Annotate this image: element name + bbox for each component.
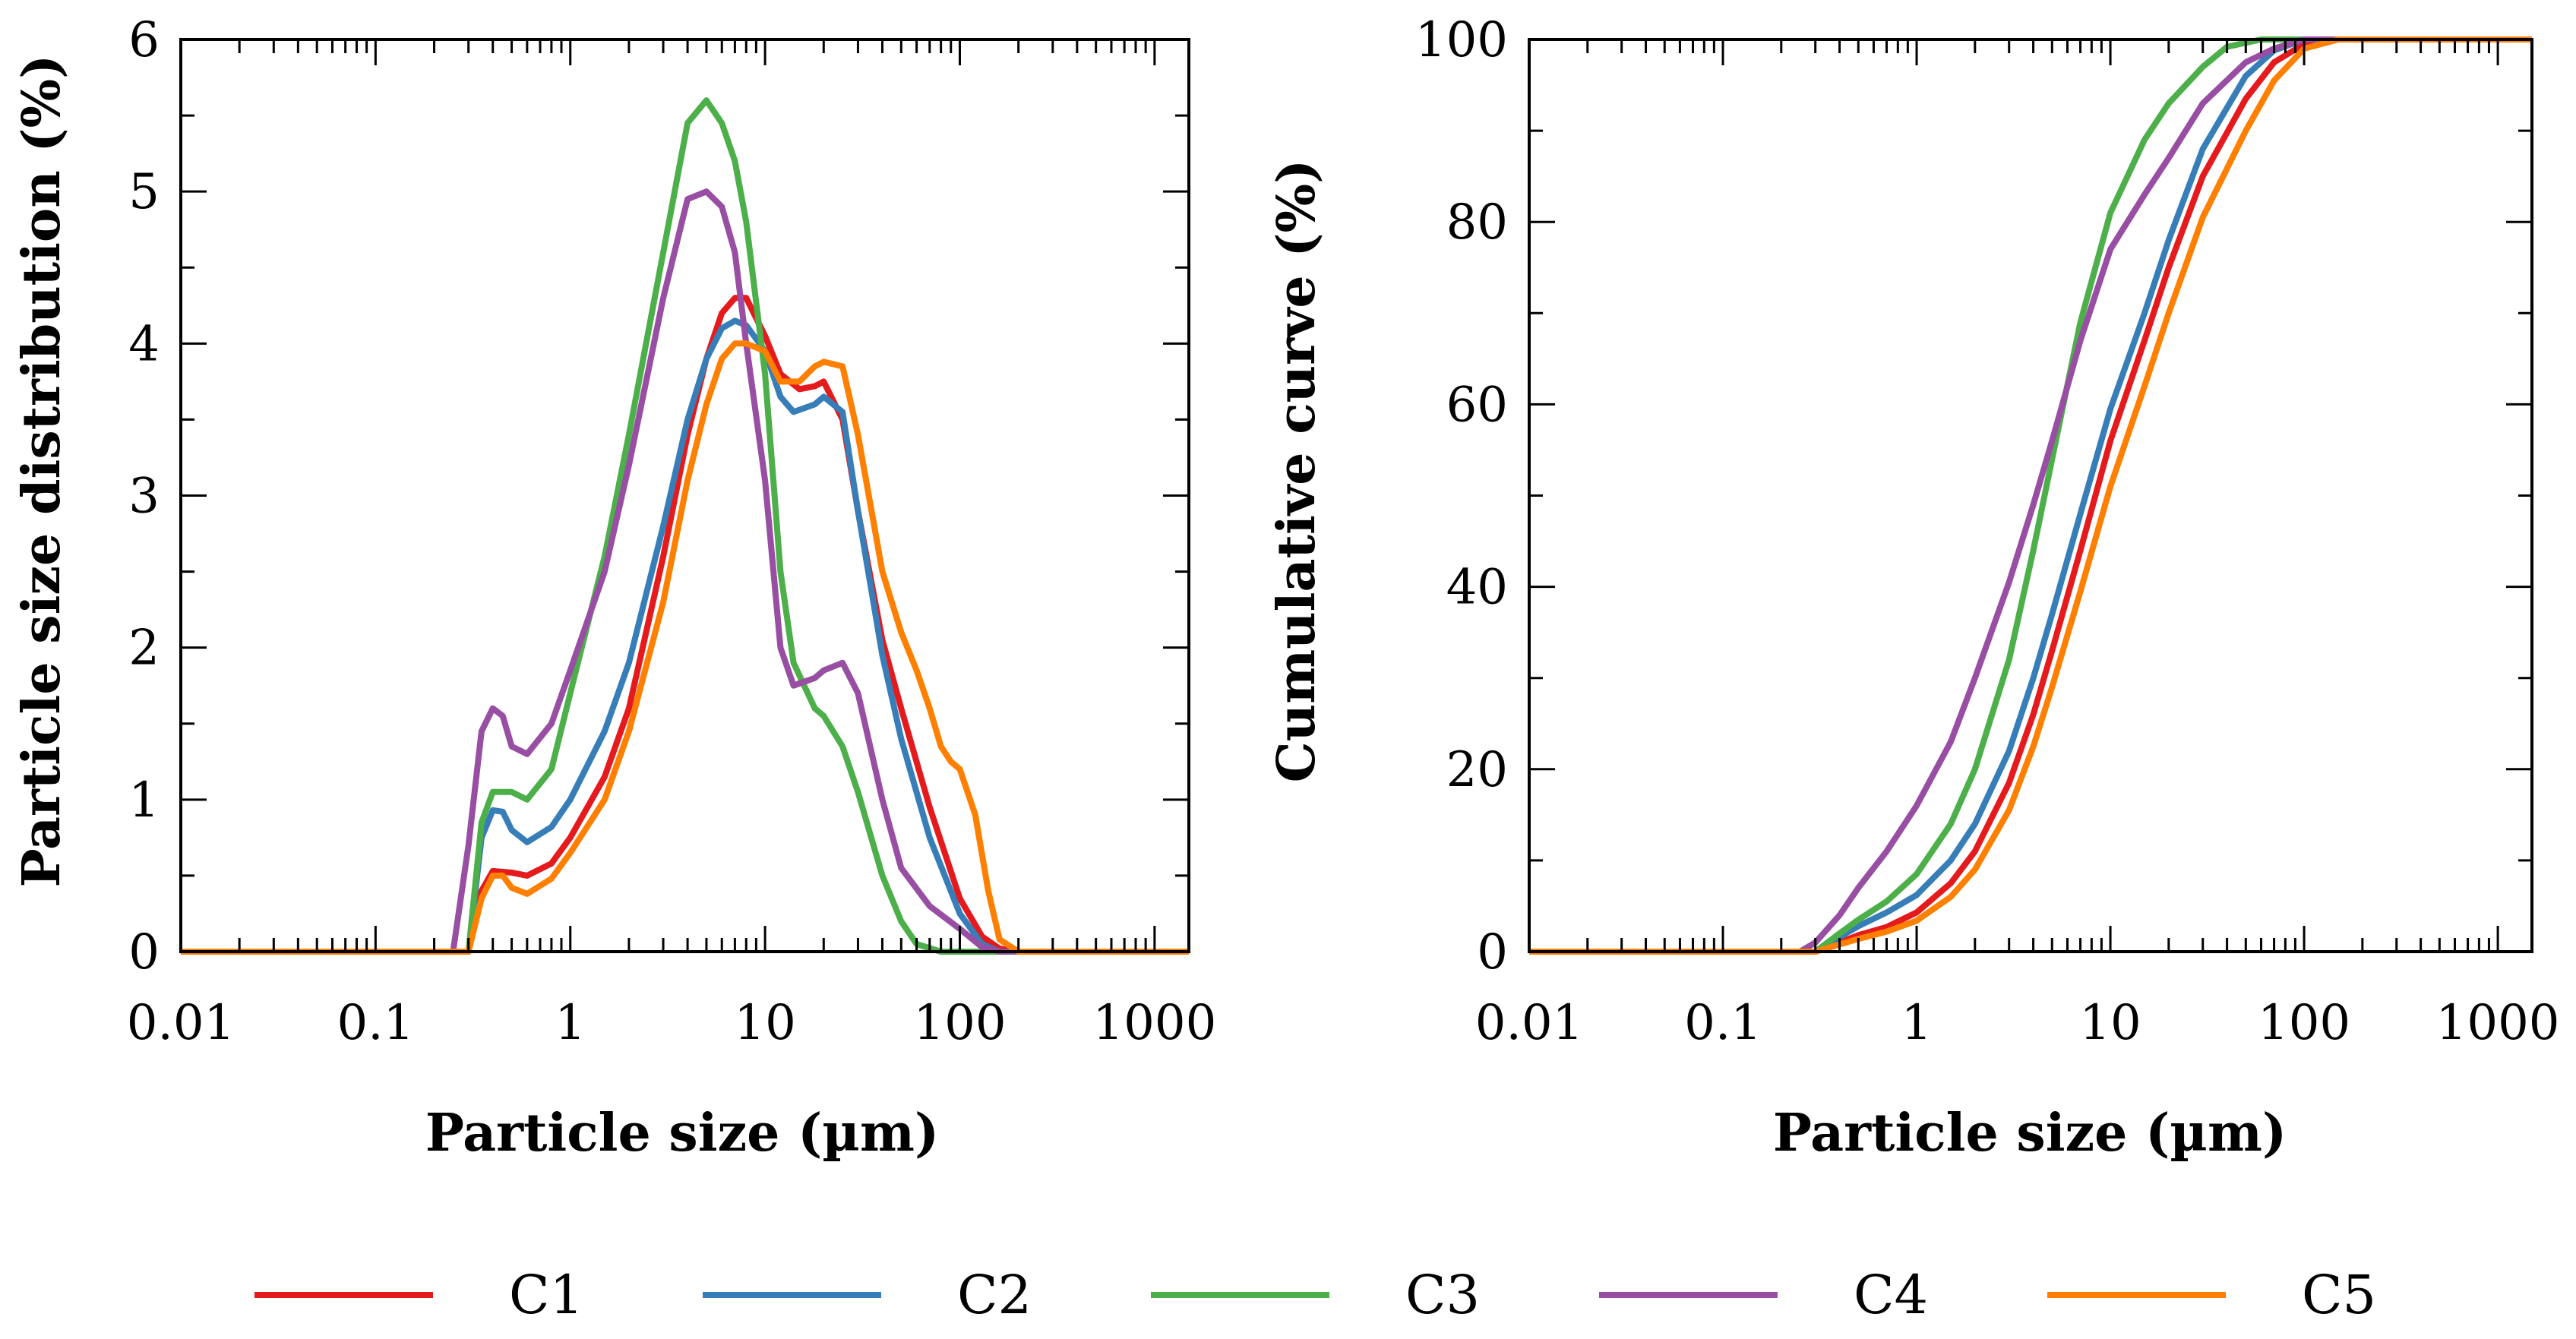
cumulative-chart: Particle size (µm) Cumulative curve (%) … <box>1266 12 2560 1164</box>
legend-label-c2: C2 <box>957 1264 1032 1326</box>
cumulative-series-c5 <box>1529 36 2532 955</box>
legend-label-c4: C4 <box>1854 1264 1928 1326</box>
psd-y-tick-label: 4 <box>128 316 160 372</box>
cumulative-x-tick-label: 1000 <box>2436 995 2560 1051</box>
psd-y-tick-label: 1 <box>128 772 160 829</box>
psd-x-tick-label: 1000 <box>1092 995 1216 1051</box>
cumulative-y-tick-label: 60 <box>1446 377 1508 433</box>
cumulative-series-c3 <box>1529 36 2532 955</box>
cumulative-series-c4 <box>1529 36 2532 955</box>
psd-series-c2 <box>181 317 1189 955</box>
cumulative-series-c1 <box>1529 36 2532 955</box>
psd-x-tick-label: 0.01 <box>127 995 235 1051</box>
cumulative-x-tick-label: 100 <box>2258 995 2350 1051</box>
psd-y-tick-label: 0 <box>128 924 160 981</box>
psd-y-tick-label: 5 <box>128 164 160 220</box>
cumulative-y-tick-label: 20 <box>1446 742 1508 798</box>
legend: C1 C2 C3 C4 C5 <box>254 1264 2376 1326</box>
cumulative-y-tick-label: 40 <box>1446 560 1508 616</box>
cumulative-x-axis-label: Particle size (µm) <box>1773 1103 2287 1164</box>
cumulative-x-tick-label: 0.01 <box>1475 995 1584 1051</box>
psd-y-tick-label: 6 <box>128 12 160 68</box>
psd-x-tick-label: 0.1 <box>337 995 414 1051</box>
cumulative-x-tick-label: 1 <box>1901 995 1933 1051</box>
psd-y-tick-label: 2 <box>128 621 160 677</box>
cumulative-y-axis-label: Cumulative curve (%) <box>1266 159 1327 783</box>
psd-series-c4 <box>181 188 1189 955</box>
psd-x-tick-label: 1 <box>555 995 586 1051</box>
psd-y-axis-label: Particle size distribution (%) <box>11 55 72 888</box>
psd-x-tick-label: 10 <box>734 995 795 1051</box>
psd-series-c5 <box>181 340 1189 955</box>
cumulative-x-tick-label: 10 <box>2079 995 2141 1051</box>
cumulative-y-tick-label: 100 <box>1415 12 1508 68</box>
psd-chart: Particle size (µm) Particle size distrib… <box>11 12 1216 1164</box>
legend-label-c5: C5 <box>2302 1264 2376 1326</box>
legend-label-c1: C1 <box>509 1264 583 1326</box>
cumulative-series-c2 <box>1529 36 2532 955</box>
psd-y-tick-label: 3 <box>128 469 160 525</box>
cumulative-x-tick-label: 0.1 <box>1684 995 1762 1051</box>
cumulative-y-tick-label: 80 <box>1446 194 1508 251</box>
psd-x-tick-label: 100 <box>913 995 1006 1051</box>
psd-x-axis-label: Particle size (µm) <box>425 1103 939 1164</box>
legend-label-c3: C3 <box>1405 1264 1480 1326</box>
psd-series-c3 <box>181 97 1189 955</box>
cumulative-y-tick-label: 0 <box>1477 924 1508 981</box>
psd-series-c1 <box>181 295 1189 955</box>
cumulative-plot-frame <box>1528 38 2533 953</box>
